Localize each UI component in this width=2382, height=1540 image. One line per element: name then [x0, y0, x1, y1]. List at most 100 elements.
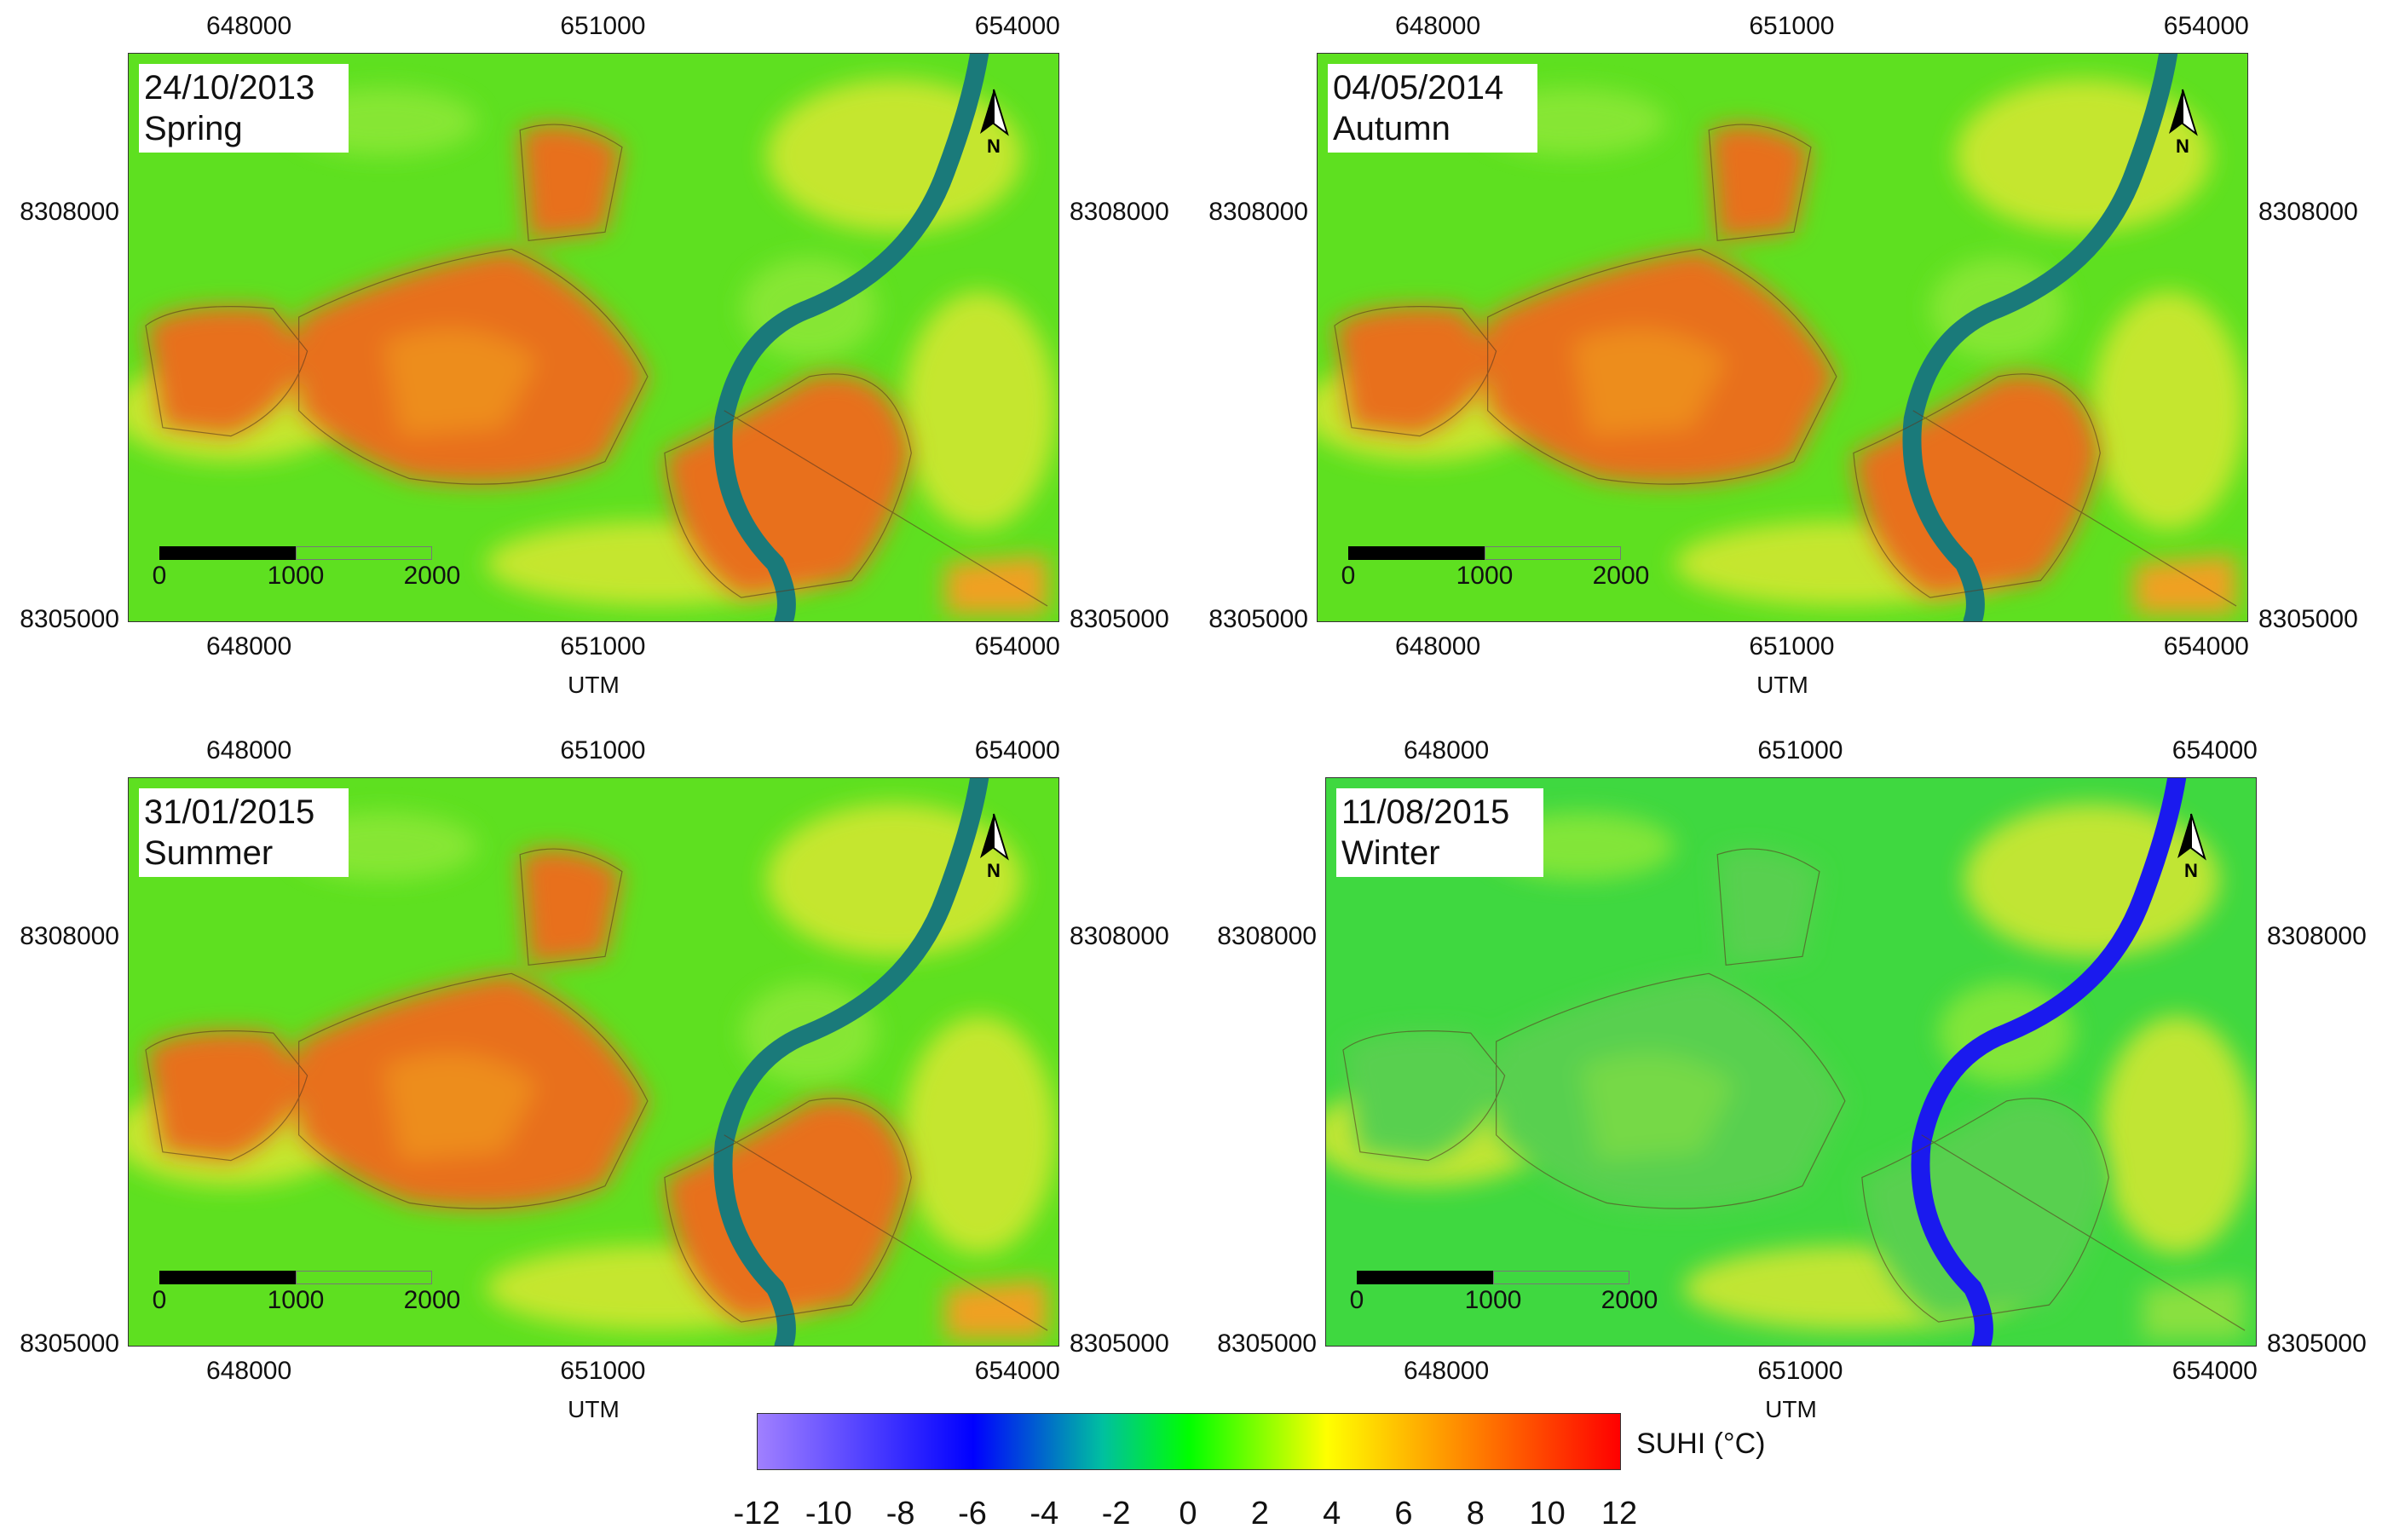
- x-tick-bottom: 654000: [974, 632, 1060, 660]
- panel-date: 24/10/2013: [144, 69, 315, 107]
- scale-label: 2000: [1592, 562, 1650, 590]
- scale-bar: 0 1000 2000: [1350, 1271, 1658, 1322]
- x-tick-top: 654000: [2171, 736, 2258, 764]
- scale-label: 2000: [403, 562, 461, 590]
- x-tick-bottom: 651000: [1757, 1357, 1843, 1385]
- scale-bar-black: [159, 546, 296, 560]
- y-tick-right: 8308000: [2258, 198, 2358, 227]
- legend-tick: 4: [1323, 1496, 1341, 1531]
- y-tick-right: 8305000: [1070, 604, 1169, 633]
- legend-tick: 6: [1394, 1496, 1413, 1531]
- y-tick-left: 8308000: [1208, 198, 1308, 227]
- x-tick-bottom: 648000: [206, 1357, 292, 1385]
- x-tick-bottom: 651000: [560, 632, 646, 660]
- map-panel: 31/01/2015 Summer N 0 1000 2000: [128, 777, 1059, 1347]
- north-arrow-icon: N: [2171, 810, 2212, 882]
- panel-season: Spring: [144, 110, 243, 147]
- panel-label: 11/08/2015 Winter: [1336, 788, 1544, 877]
- x-tick-top: 654000: [2163, 12, 2249, 40]
- y-tick-left: 8305000: [20, 604, 119, 633]
- x-tick-bottom: 654000: [2163, 632, 2249, 660]
- svg-text:N: N: [987, 136, 1001, 157]
- map-panel: 24/10/2013 Spring N 0 1000 2000: [128, 53, 1059, 622]
- y-tick-right: 8305000: [2258, 604, 2358, 633]
- x-tick-top: 654000: [974, 736, 1060, 764]
- legend-tick: -12: [733, 1496, 781, 1531]
- panel-label: 24/10/2013 Spring: [139, 64, 349, 153]
- x-tick-bottom: 654000: [974, 1357, 1060, 1385]
- legend-tick: 0: [1179, 1496, 1197, 1531]
- x-tick-top: 651000: [560, 736, 646, 764]
- scale-bar-white: [296, 546, 432, 560]
- legend-tick: -2: [1101, 1496, 1131, 1531]
- svg-text:N: N: [2176, 136, 2189, 157]
- y-tick-left: 8305000: [1208, 604, 1308, 633]
- scale-label: 0: [152, 1286, 167, 1314]
- x-axis-label: UTM: [568, 672, 620, 698]
- panel-label: 04/05/2014 Autumn: [1328, 64, 1538, 153]
- svg-text:N: N: [2184, 860, 2198, 881]
- panel-label: 31/01/2015 Summer: [139, 788, 349, 877]
- x-tick-top: 648000: [1395, 12, 1481, 40]
- y-tick-right: 8305000: [2267, 1329, 2367, 1358]
- x-tick-bottom: 648000: [1404, 1357, 1490, 1385]
- panel-season: Autumn: [1333, 110, 1451, 147]
- scale-bar-white: [1485, 546, 1621, 560]
- scale-bar-black: [1357, 1271, 1493, 1284]
- scale-label: 2000: [1600, 1286, 1658, 1314]
- x-tick-bottom: 651000: [1749, 632, 1835, 660]
- north-arrow-icon: N: [973, 810, 1014, 882]
- panel-season: Winter: [1341, 834, 1440, 872]
- panel-season: Summer: [144, 834, 274, 872]
- map-panel: 11/08/2015 Winter N 0 1000 2000: [1325, 777, 2257, 1347]
- x-tick-bottom: 654000: [2171, 1357, 2258, 1385]
- scale-bar-white: [1493, 1271, 1629, 1284]
- legend-title: SUHI (°C): [1636, 1428, 1766, 1460]
- scale-bar: 0 1000 2000: [1341, 546, 1649, 597]
- y-tick-left: 8305000: [20, 1329, 119, 1358]
- legend-tick: -4: [1030, 1496, 1059, 1531]
- scale-label: 1000: [1464, 1286, 1522, 1314]
- legend-colorbar: [757, 1413, 1621, 1470]
- y-tick-left: 8308000: [20, 922, 119, 951]
- x-tick-top: 651000: [1757, 736, 1843, 764]
- svg-text:N: N: [987, 860, 1001, 881]
- scale-bar-white: [296, 1271, 432, 1284]
- scale-label: 1000: [267, 1286, 325, 1314]
- scale-bar-black: [159, 1271, 296, 1284]
- x-axis-label: UTM: [1756, 672, 1808, 698]
- scale-label: 0: [152, 562, 167, 590]
- x-tick-bottom: 648000: [1395, 632, 1481, 660]
- map-panel: 04/05/2014 Autumn N 0 1000 2000: [1317, 53, 2248, 622]
- scale-label: 0: [1349, 1286, 1364, 1314]
- legend-tick: 8: [1466, 1496, 1485, 1531]
- x-tick-top: 648000: [1404, 736, 1490, 764]
- legend-tick: 10: [1529, 1496, 1566, 1531]
- y-tick-left: 8305000: [1217, 1329, 1317, 1358]
- legend-tick: -10: [805, 1496, 852, 1531]
- scale-label: 1000: [267, 562, 325, 590]
- x-axis-label: UTM: [1765, 1396, 1817, 1422]
- x-tick-top: 651000: [1749, 12, 1835, 40]
- legend-tick: 12: [1600, 1496, 1638, 1531]
- x-tick-top: 648000: [206, 12, 292, 40]
- x-tick-bottom: 648000: [206, 632, 292, 660]
- legend-tick: 2: [1250, 1496, 1269, 1531]
- x-tick-top: 651000: [560, 12, 646, 40]
- scale-bar: 0 1000 2000: [153, 546, 460, 597]
- panel-date: 04/05/2014: [1333, 69, 1504, 107]
- scale-label: 1000: [1456, 562, 1514, 590]
- scale-bar: 0 1000 2000: [153, 1271, 460, 1322]
- scale-bar-black: [1348, 546, 1485, 560]
- legend-tick: -6: [958, 1496, 987, 1531]
- north-arrow-icon: N: [2162, 86, 2203, 158]
- scale-label: 2000: [403, 1286, 461, 1314]
- x-tick-top: 654000: [974, 12, 1060, 40]
- north-arrow-icon: N: [973, 86, 1014, 158]
- legend-tick: -8: [885, 1496, 915, 1531]
- scale-label: 0: [1341, 562, 1356, 590]
- panel-date: 11/08/2015: [1341, 793, 1510, 831]
- x-tick-top: 648000: [206, 736, 292, 764]
- x-axis-label: UTM: [568, 1396, 620, 1422]
- y-tick-right: 8308000: [1070, 922, 1169, 951]
